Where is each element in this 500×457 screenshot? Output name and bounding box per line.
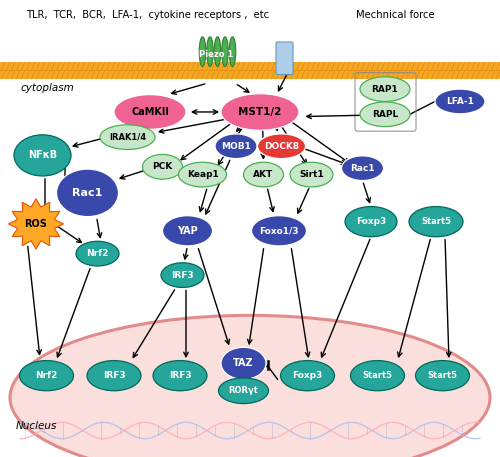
Text: RORγt: RORγt (228, 386, 258, 395)
Polygon shape (8, 199, 64, 249)
Ellipse shape (290, 162, 333, 187)
Ellipse shape (350, 361, 405, 391)
Text: IRAK1/4: IRAK1/4 (109, 133, 146, 142)
Ellipse shape (416, 361, 470, 391)
Text: Mechnical force: Mechnical force (356, 10, 434, 20)
Ellipse shape (178, 162, 226, 187)
Text: YAP: YAP (177, 226, 198, 236)
Text: cytoplasm: cytoplasm (20, 83, 74, 93)
Ellipse shape (258, 134, 306, 159)
Ellipse shape (435, 89, 485, 114)
Text: Start5: Start5 (362, 371, 392, 380)
Text: Nrf2: Nrf2 (36, 371, 58, 380)
Ellipse shape (20, 361, 74, 391)
FancyBboxPatch shape (0, 62, 500, 70)
Text: TLR,  TCR,  BCR,  LFA-1,  cytokine receptors ,  etc: TLR, TCR, BCR, LFA-1, cytokine receptors… (26, 10, 269, 20)
Text: MST1/2: MST1/2 (238, 107, 282, 117)
Text: Nucleus: Nucleus (16, 421, 57, 431)
Text: IRF3: IRF3 (168, 371, 192, 380)
Text: AKT: AKT (254, 170, 274, 179)
Text: Start5: Start5 (421, 217, 451, 226)
Ellipse shape (345, 207, 397, 237)
Text: Foxo1/3: Foxo1/3 (259, 226, 299, 235)
Ellipse shape (214, 37, 221, 67)
Ellipse shape (100, 125, 155, 149)
Ellipse shape (360, 102, 410, 127)
Text: MOB1: MOB1 (221, 142, 251, 151)
Ellipse shape (280, 361, 334, 391)
Ellipse shape (409, 207, 463, 237)
Ellipse shape (221, 94, 299, 130)
Ellipse shape (87, 361, 141, 391)
Text: Rac1: Rac1 (72, 188, 102, 198)
Ellipse shape (142, 154, 182, 179)
Ellipse shape (218, 378, 268, 404)
FancyBboxPatch shape (276, 42, 293, 74)
Ellipse shape (221, 347, 266, 379)
FancyBboxPatch shape (0, 70, 500, 71)
Ellipse shape (207, 37, 214, 67)
Ellipse shape (244, 162, 284, 187)
Ellipse shape (229, 37, 236, 67)
Ellipse shape (56, 169, 118, 217)
Text: Sirt1: Sirt1 (299, 170, 324, 179)
Ellipse shape (215, 134, 257, 159)
Text: IRF3: IRF3 (171, 271, 194, 280)
Ellipse shape (162, 216, 212, 246)
Ellipse shape (153, 361, 207, 391)
Ellipse shape (76, 241, 119, 266)
Text: CaMKII: CaMKII (131, 107, 169, 117)
Text: Keap1: Keap1 (186, 170, 218, 179)
Text: NFκB: NFκB (28, 150, 57, 160)
Text: ROS: ROS (24, 219, 48, 229)
Ellipse shape (222, 37, 228, 67)
Ellipse shape (360, 77, 410, 101)
Ellipse shape (114, 95, 186, 129)
Text: LFA-1: LFA-1 (446, 97, 474, 106)
Ellipse shape (252, 216, 306, 246)
Text: Nrf2: Nrf2 (86, 249, 108, 258)
Text: Foxp3: Foxp3 (292, 371, 322, 380)
Text: TAZ: TAZ (233, 358, 254, 368)
FancyBboxPatch shape (0, 71, 500, 79)
Text: Start5: Start5 (428, 371, 458, 380)
Text: Piezo 1: Piezo 1 (200, 50, 234, 59)
Text: RAP1: RAP1 (372, 85, 398, 94)
Ellipse shape (14, 135, 71, 176)
Text: Rac1: Rac1 (350, 164, 375, 173)
Ellipse shape (161, 263, 204, 287)
Text: RAPL: RAPL (372, 110, 398, 119)
Ellipse shape (342, 156, 384, 181)
Text: DOCK8: DOCK8 (264, 142, 299, 151)
Text: PCK: PCK (152, 162, 172, 171)
Ellipse shape (10, 315, 490, 457)
Ellipse shape (199, 37, 206, 67)
Text: IRF3: IRF3 (102, 371, 126, 380)
Text: Foxp3: Foxp3 (356, 217, 386, 226)
